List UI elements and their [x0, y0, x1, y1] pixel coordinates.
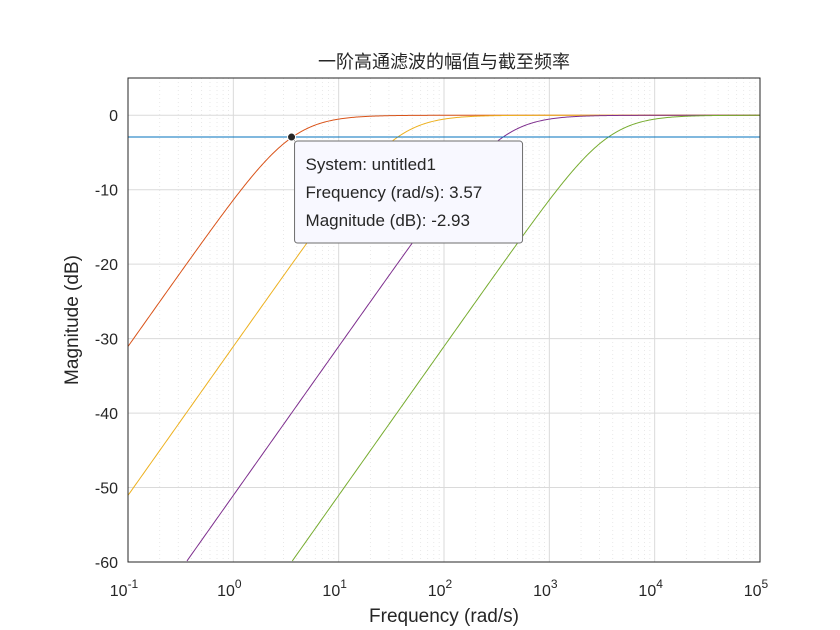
y-axis-label: Magnitude (dB) — [62, 255, 83, 385]
x-tick-label: 105 — [744, 577, 769, 600]
x-tick-label: 10-1 — [110, 577, 139, 600]
chart-title: 一阶高通滤波的幅值与截至频率 — [318, 52, 570, 73]
datatip-box[interactable] — [294, 140, 524, 244]
x-tick-label: 102 — [428, 577, 453, 600]
y-tick-label: -40 — [95, 406, 118, 423]
y-tick-label: -60 — [95, 555, 118, 572]
series-line-4 — [291, 114, 760, 562]
x-tick-label: 104 — [638, 577, 663, 600]
datatip-magnitude: Magnitude (dB): -2.93 — [306, 211, 470, 230]
x-tick-label: 103 — [533, 577, 558, 600]
y-tick-label: -20 — [95, 257, 118, 274]
y-tick-labels: 0 -10 -20 -30 -40 -50 -60 — [95, 108, 118, 572]
y-tick-label: -10 — [95, 183, 118, 200]
datatip[interactable]: System: untitled1 Frequency (rad/s): 3.5… — [287, 132, 524, 244]
datatip-marker[interactable] — [287, 132, 297, 142]
x-tick-label: 100 — [217, 577, 242, 600]
x-tick-label: 101 — [322, 577, 347, 600]
y-tick-label: -50 — [95, 481, 118, 498]
y-tick-label: 0 — [109, 108, 118, 125]
x-axis-label: Frequency (rad/s) — [369, 606, 519, 627]
datatip-system: System: untitled1 — [306, 155, 436, 174]
y-tick-label: -30 — [95, 332, 118, 349]
datatip-frequency: Frequency (rad/s): 3.57 — [306, 183, 483, 202]
x-tick-labels: 10-1 100 101 102 103 104 105 — [110, 577, 769, 600]
axes-box — [127, 77, 761, 563]
